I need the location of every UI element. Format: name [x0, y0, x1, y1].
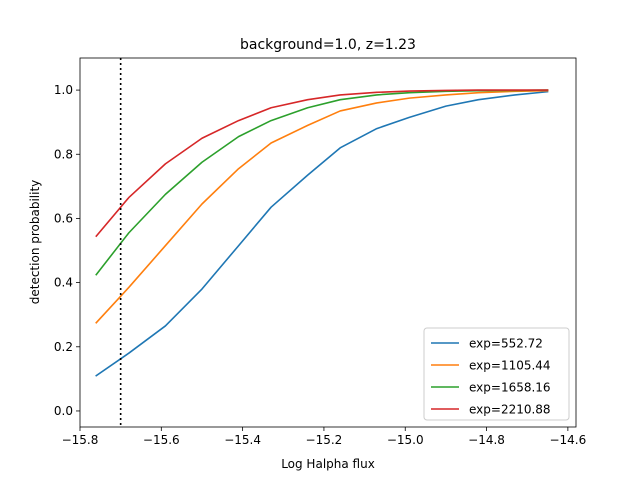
x-tick-label: −15.4	[224, 433, 261, 447]
legend-label-2: exp=1105.44	[469, 359, 551, 373]
series-line-4	[95, 89, 549, 238]
x-tick-label: −14.6	[549, 433, 586, 447]
y-axis-label: detection probability	[28, 180, 42, 305]
legend: exp=552.72 exp=1105.44 exp=1658.16 exp=2210…	[423, 327, 570, 421]
y-tick-label: 0.6	[54, 211, 73, 225]
chart-title: background=1.0, z=1.23	[240, 37, 416, 53]
legend-label-1: exp=552.72	[469, 337, 543, 351]
y-tick-label: 0.8	[54, 147, 73, 161]
legend-label-4: exp=2210.88	[469, 403, 551, 417]
legend-box	[423, 327, 570, 421]
y-tick-label: 0.4	[54, 276, 73, 290]
y-tick-label: 0.2	[54, 340, 73, 354]
y-tick-label: 1.0	[54, 83, 73, 97]
x-tick-label: −14.8	[468, 433, 505, 447]
axes: −15.8 −15.6 −15.4 −15.2 −15.0 −14.8 −14.6 0.0 0.…	[54, 57, 586, 447]
x-tick-label: −15.6	[143, 433, 180, 447]
series-line-1	[95, 90, 549, 377]
plot-area	[95, 58, 549, 427]
x-tick-label: −15.8	[62, 433, 99, 447]
series-line-2	[95, 89, 549, 324]
x-tick-label: −15.2	[306, 433, 343, 447]
x-axis-label: Log Halpha flux	[281, 457, 375, 471]
legend-label-3: exp=1658.16	[469, 381, 551, 395]
y-tick-label: 0.0	[54, 404, 73, 418]
axes-frame	[79, 57, 577, 428]
x-tick-label: −15.0	[387, 433, 424, 447]
